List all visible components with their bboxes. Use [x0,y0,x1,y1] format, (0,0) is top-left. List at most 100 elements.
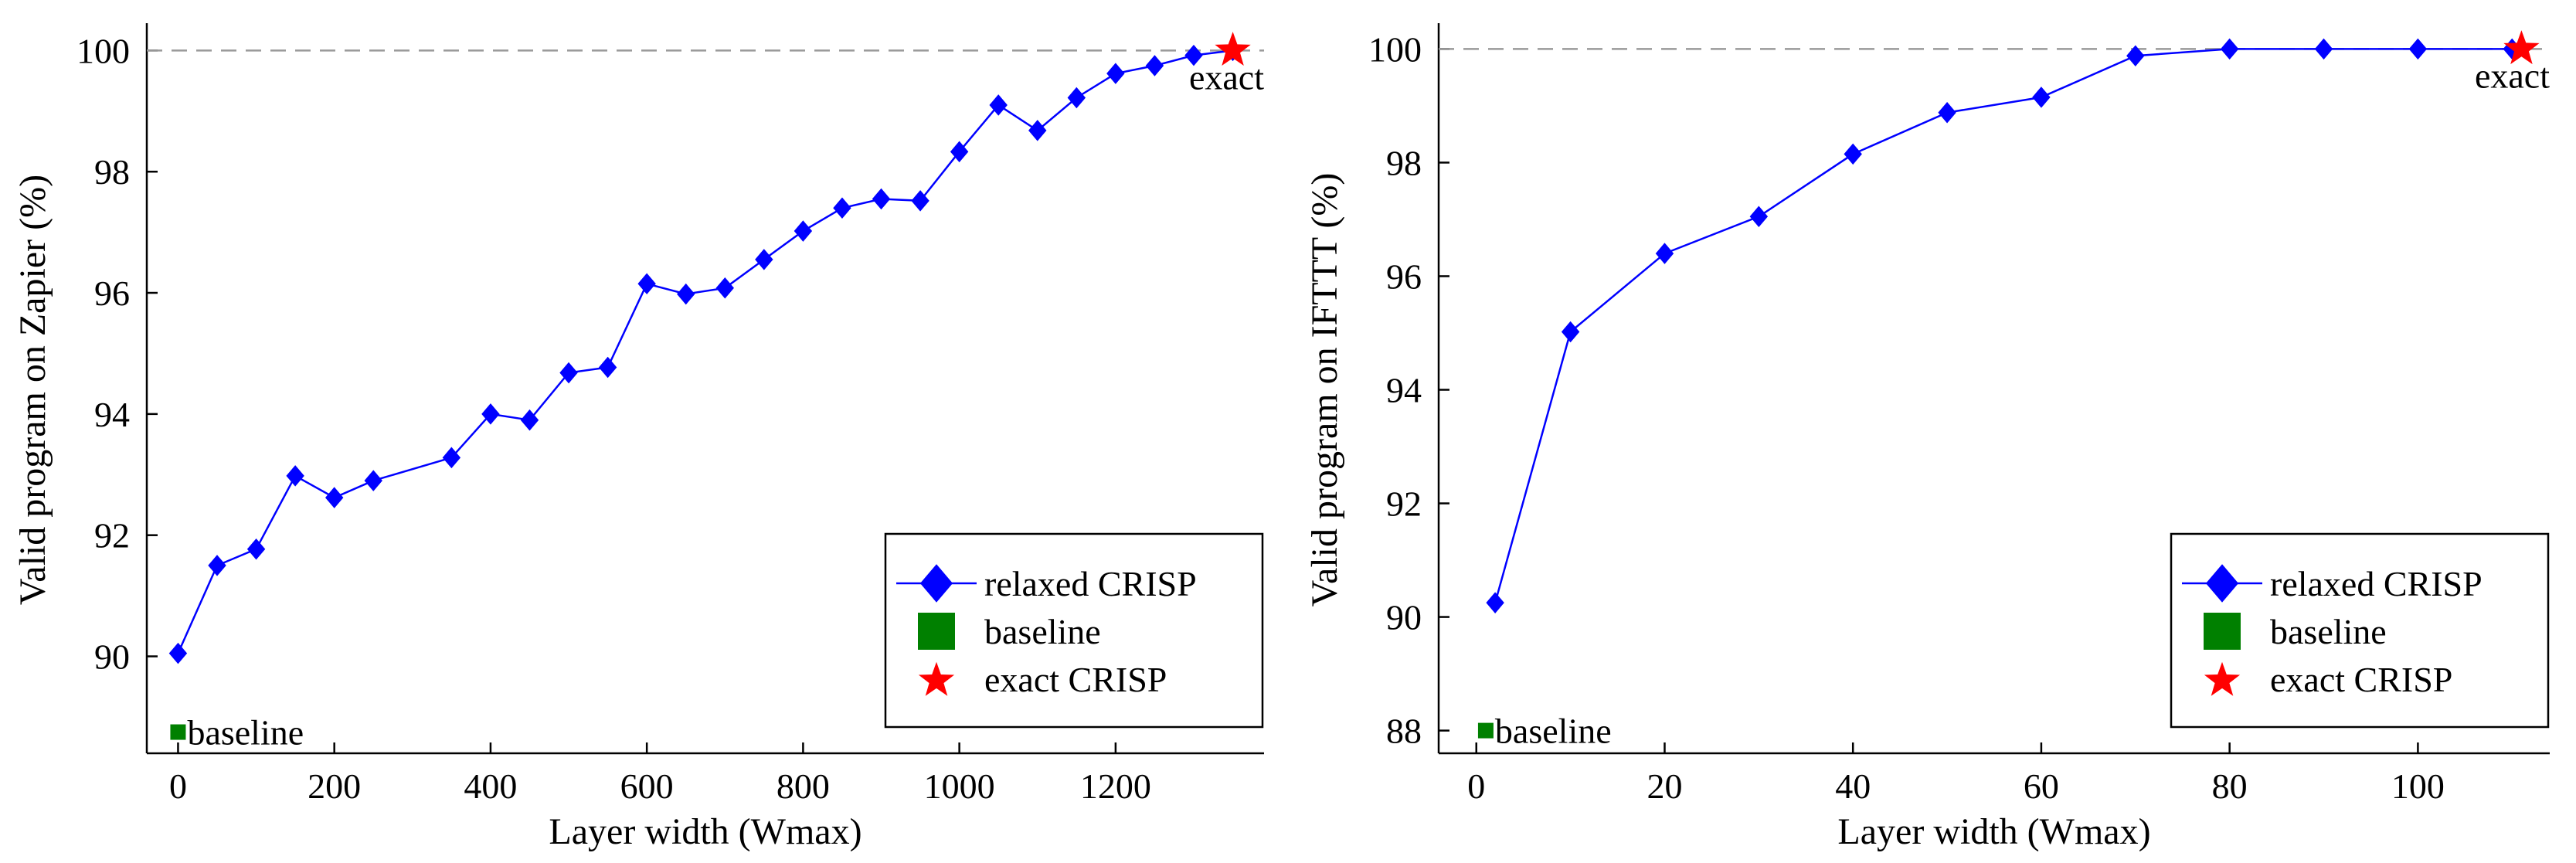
data-point [481,403,500,425]
data-point [1938,101,1956,124]
data-point [168,642,188,664]
data-point [559,362,578,384]
x-axis-title: Layer width (Wmax) [549,811,861,852]
data-point [2314,38,2333,60]
data-point [208,555,226,576]
data-point [950,141,969,163]
data-point [364,470,382,491]
legend-diamond-icon [919,564,953,603]
data-point [1486,592,1504,613]
chart-ifttt: 88 90 92 94 96 98 100 0 20 40 60 80 100 Layer width (… [1304,23,2550,852]
data-point [1028,120,1047,141]
y-tick-label: 100 [1368,29,1422,69]
legend-label: exact CRISP [984,660,1167,699]
y-tick-label: 94 [94,395,130,434]
legend-label: baseline [984,612,1101,651]
series-baseline [1477,722,1494,739]
series-exact-crisp [2503,30,2540,65]
data-point [833,197,851,219]
data-point [442,447,461,469]
data-point [1106,63,1125,84]
x-tick-label: 100 [2391,766,2445,806]
legend-label: relaxed CRISP [2270,564,2483,603]
data-point [2408,38,2428,60]
data-point [715,277,734,299]
y-tick-label: 90 [1386,598,1422,637]
x-tick-label: 20 [1647,766,1682,806]
series-exact-crisp [1215,32,1251,66]
data-point [286,465,304,487]
x-tick-label: 0 [1467,766,1485,806]
x-tick-label: 1000 [924,766,995,806]
x-tick-label: 40 [1835,766,1871,806]
y-tick-label: 92 [1386,484,1422,524]
data-point [170,724,186,740]
legend-star-icon [918,661,955,696]
data-point [1749,206,1769,228]
data-point [872,188,891,210]
data-point [755,249,773,270]
data-point [325,487,344,508]
data-point [598,356,617,379]
x-axis-title: Layer width (Wmax) [1837,811,2150,852]
legend: relaxed CRISP baseline exact CRISP [2170,532,2550,729]
x-tick-label: 600 [620,766,674,806]
legend-label: baseline [2270,612,2387,651]
series-baseline [170,724,186,740]
data-point [989,94,1008,116]
data-point [1477,722,1494,739]
data-point [1067,87,1086,109]
x-tick-label: 1200 [1080,766,1151,806]
legend-diamond-icon [2205,564,2239,603]
legend-square-icon [2204,613,2241,650]
y-axis-title: Valid program on Zapier (%) [12,175,53,605]
x-tick-label: 800 [777,766,830,806]
y-axis-title: Valid program on IFTTT (%) [1304,173,1345,607]
legend-star-icon [2204,661,2241,696]
x-tick-label: 60 [2024,766,2059,806]
data-point [637,273,656,295]
series-relaxed-crisp [1486,38,2521,613]
y-tick-label: 96 [94,274,130,313]
x-tick-label: 400 [464,766,517,806]
legend: relaxed CRISP baseline exact CRISP [884,532,1264,729]
data-point [2503,30,2540,65]
baseline-annotation: baseline [1495,712,1612,751]
y-tick-label: 100 [76,31,130,70]
x-tick-label: 200 [308,766,361,806]
data-point [911,190,929,212]
series-line [1494,48,2513,603]
y-tick-label: 92 [94,516,130,556]
x-tick-label: 80 [2212,766,2248,806]
data-point [1844,143,1862,165]
exact-annotation: exact [1189,57,1264,97]
data-point [2126,45,2145,67]
y-tick-label: 98 [94,152,130,192]
data-point [677,283,695,305]
data-point [246,538,266,560]
data-point [1184,44,1203,66]
data-point [2220,38,2239,60]
data-point [520,409,539,431]
y-tick-label: 90 [94,637,130,677]
legend-square-icon [918,613,955,650]
exact-annotation: exact [2475,56,2550,95]
data-point [2032,87,2051,108]
series-relaxed-crisp [168,39,1242,664]
y-tick-label: 94 [1386,371,1422,410]
data-point [794,220,813,242]
legend-label: exact CRISP [2270,660,2452,699]
data-point [1561,321,1580,343]
baseline-annotation: baseline [187,713,304,753]
data-point [1655,243,1674,264]
legend-label: relaxed CRISP [984,564,1197,603]
y-tick-label: 96 [1386,257,1422,296]
y-tick-label: 98 [1386,143,1422,182]
x-tick-label: 0 [169,766,187,806]
data-point [1145,55,1164,76]
y-tick-label: 88 [1386,712,1422,751]
data-point [1215,32,1251,66]
